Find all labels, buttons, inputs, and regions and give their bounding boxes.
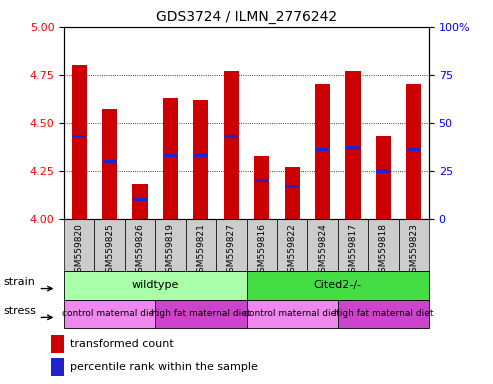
Bar	[338, 300, 429, 328]
Bar	[407, 148, 421, 151]
Bar	[51, 335, 64, 353]
Bar	[103, 160, 116, 163]
Text: transformed count: transformed count	[70, 339, 174, 349]
Text: GSM559820: GSM559820	[75, 223, 84, 278]
Bar	[125, 219, 155, 271]
Bar	[406, 84, 422, 219]
Bar	[95, 219, 125, 271]
Bar	[163, 98, 178, 219]
Bar	[315, 84, 330, 219]
Bar	[346, 146, 360, 150]
Bar	[376, 136, 391, 219]
Text: GSM559818: GSM559818	[379, 223, 388, 278]
Bar	[246, 300, 338, 328]
Text: GSM559817: GSM559817	[349, 223, 357, 278]
Bar	[224, 135, 238, 138]
Text: control maternal diet: control maternal diet	[244, 310, 340, 318]
Text: GSM559821: GSM559821	[196, 223, 206, 278]
Text: wildtype: wildtype	[132, 280, 179, 290]
Bar	[155, 300, 246, 328]
Bar	[377, 169, 390, 173]
Text: GSM559823: GSM559823	[409, 223, 418, 278]
Bar	[193, 100, 209, 219]
Bar	[133, 198, 147, 202]
Text: GSM559816: GSM559816	[257, 223, 266, 278]
Text: GSM559826: GSM559826	[136, 223, 144, 278]
Text: GSM559824: GSM559824	[318, 223, 327, 278]
Text: GSM559822: GSM559822	[287, 223, 297, 278]
Text: Cited2-/-: Cited2-/-	[314, 280, 362, 290]
Bar	[64, 271, 246, 300]
Bar	[216, 219, 246, 271]
Bar	[102, 109, 117, 219]
Text: GSM559827: GSM559827	[227, 223, 236, 278]
Text: GSM559825: GSM559825	[105, 223, 114, 278]
Bar	[246, 219, 277, 271]
Bar	[254, 156, 269, 219]
Text: strain: strain	[3, 277, 35, 287]
Bar	[164, 154, 177, 157]
Text: high fat maternal diet: high fat maternal diet	[151, 310, 250, 318]
Title: GDS3724 / ILMN_2776242: GDS3724 / ILMN_2776242	[156, 10, 337, 25]
Bar	[224, 71, 239, 219]
Text: high fat maternal diet: high fat maternal diet	[334, 310, 433, 318]
Bar	[155, 219, 186, 271]
Bar	[338, 219, 368, 271]
Bar	[398, 219, 429, 271]
Bar	[194, 154, 208, 157]
Bar	[316, 148, 329, 151]
Bar	[71, 65, 87, 219]
Text: percentile rank within the sample: percentile rank within the sample	[70, 362, 258, 372]
Bar	[51, 358, 64, 376]
Bar	[285, 185, 299, 188]
Bar	[186, 219, 216, 271]
Bar	[64, 300, 155, 328]
Bar	[72, 135, 86, 138]
Bar	[345, 71, 360, 219]
Bar	[277, 219, 307, 271]
Bar	[284, 167, 300, 219]
Bar	[133, 184, 148, 219]
Bar	[307, 219, 338, 271]
Bar	[246, 271, 429, 300]
Bar	[368, 219, 398, 271]
Bar	[64, 219, 95, 271]
Text: GSM559819: GSM559819	[166, 223, 175, 278]
Bar	[255, 179, 269, 182]
Text: control maternal diet: control maternal diet	[62, 310, 158, 318]
Text: stress: stress	[3, 306, 36, 316]
